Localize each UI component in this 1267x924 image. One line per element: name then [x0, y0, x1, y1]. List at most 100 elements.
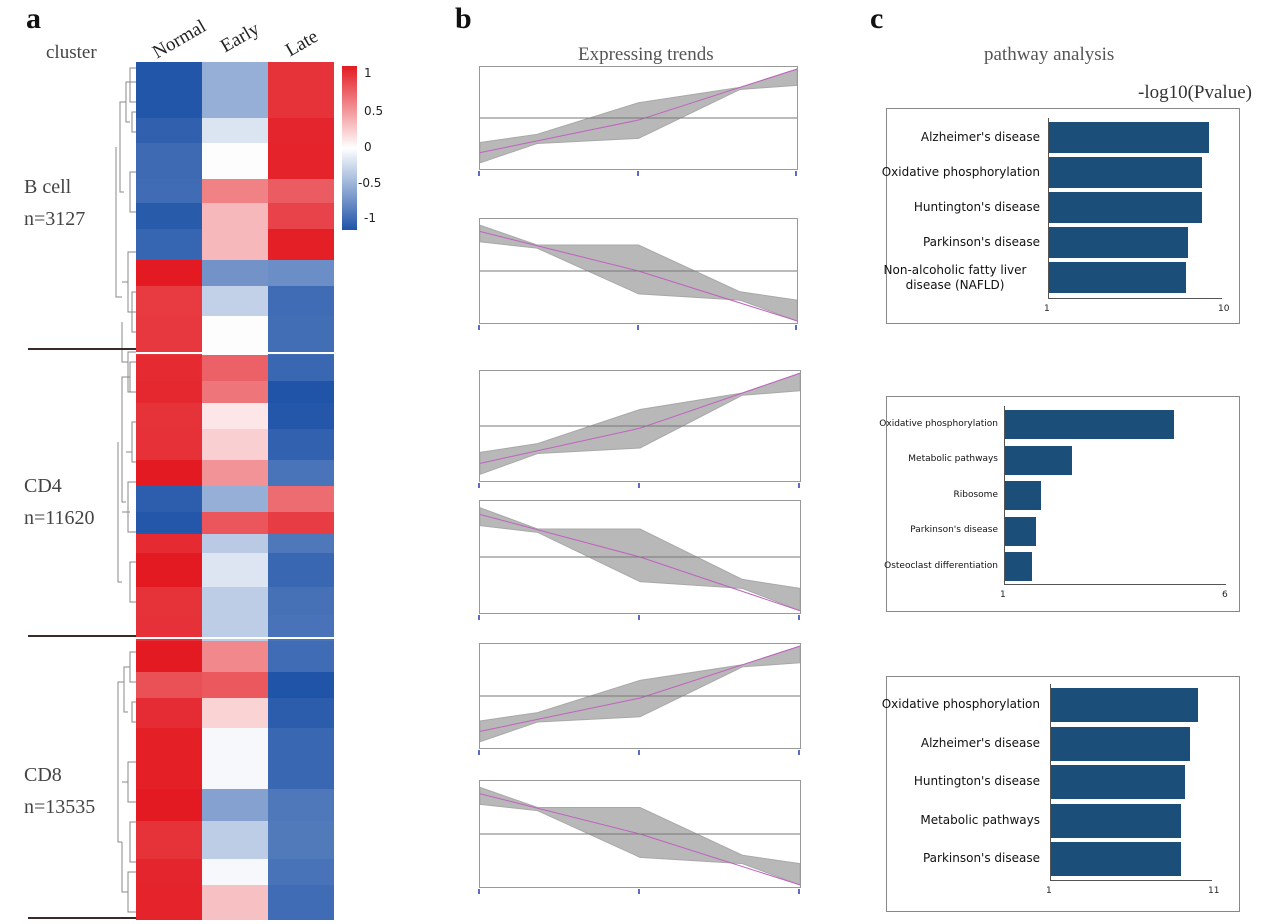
pathway-title: pathway analysis — [984, 44, 1115, 65]
heatmap-cell — [202, 821, 268, 860]
heatmap-cell — [136, 552, 202, 588]
colorbar-tick: 0.5 — [364, 104, 384, 118]
trend-tick — [798, 889, 800, 894]
x-tick-label: 1 — [1046, 886, 1052, 896]
trend-plot — [479, 500, 801, 614]
heatmap-cell — [136, 459, 202, 487]
trend-tick — [478, 483, 480, 488]
heatmap-cell — [268, 203, 334, 230]
heatmap-cell — [202, 259, 268, 287]
heatmap-cell — [136, 228, 202, 261]
heatmap-cell — [136, 788, 202, 822]
heatmap-cell — [202, 788, 268, 822]
heatmap-cell — [202, 62, 268, 119]
heatmap-cell — [268, 403, 334, 430]
heatmap-cell — [136, 641, 202, 673]
trend-tick — [795, 325, 797, 330]
pathway-bar — [1051, 803, 1181, 838]
heatmap-cell — [202, 203, 268, 230]
trends-title: Expressing trends — [578, 44, 714, 65]
heatmap-cell — [202, 316, 268, 356]
heatmap-cell — [268, 586, 334, 616]
heatmap-cell — [202, 728, 268, 790]
cluster-separator — [28, 635, 136, 637]
cluster-label-cd8: CD8 n=13535 — [24, 759, 95, 823]
pathway-label: Non-alcoholic fatty liver disease (NAFLD… — [883, 263, 1027, 292]
heatmap-cell — [202, 512, 268, 535]
pathway-bar — [1005, 552, 1032, 581]
cluster-count: n=13535 — [24, 796, 96, 818]
pathway-label: Alzheimer's disease — [920, 735, 1040, 750]
heatmap-cell — [268, 728, 334, 790]
heatmap-cell — [202, 179, 268, 204]
heatmap-cell — [268, 354, 334, 382]
trend-plot — [479, 780, 801, 888]
heatmap-cell — [268, 62, 334, 119]
heatmap-cell — [136, 62, 202, 119]
heatmap-cell — [136, 203, 202, 230]
cluster-header: cluster — [46, 42, 97, 63]
heatmap-cell — [202, 884, 268, 921]
heatmap-cell — [268, 552, 334, 588]
cluster-label-bcell: B cell n=3127 — [24, 171, 85, 235]
heatmap-cell — [268, 534, 334, 554]
x-tick-label: 11 — [1208, 886, 1220, 896]
cluster-name: CD8 — [24, 764, 62, 786]
pathway-label: Parkinson's disease — [922, 234, 1040, 249]
heatmap-cell — [268, 821, 334, 860]
pathway-label: Alzheimer's disease — [920, 129, 1040, 144]
heatmap-cell — [202, 552, 268, 588]
pathway-bar — [1049, 227, 1189, 258]
trend-tick — [798, 615, 800, 620]
x-axis-line — [1004, 584, 1226, 585]
heatmap-cell — [268, 884, 334, 921]
heatmap-cell — [268, 459, 334, 487]
axis-title: -log10(Pvalue) — [1138, 82, 1252, 103]
trend-plot — [479, 370, 801, 482]
trend-band-area — [479, 372, 801, 476]
heatmap-cell — [202, 429, 268, 461]
trend-tick — [478, 325, 480, 330]
heatmap-cell — [136, 316, 202, 356]
heatmap-cell — [202, 228, 268, 261]
heatmap-cell — [202, 641, 268, 673]
heatmap-cell — [268, 859, 334, 886]
pathway-label: Ribosome — [953, 489, 998, 500]
pathway-bar — [1049, 157, 1202, 188]
pathway-label: Parkinson's disease — [922, 851, 1040, 866]
trend-tick — [478, 171, 480, 176]
trend-tick — [636, 325, 639, 330]
column-label-late: Late — [282, 26, 322, 62]
pathway-label: Oxidative phosphorylation — [881, 164, 1040, 179]
x-tick-label: 1 — [1000, 590, 1006, 600]
pathway-label: Huntington's disease — [913, 199, 1040, 214]
cluster-separator — [28, 348, 136, 350]
heatmap-cell — [268, 671, 334, 699]
heatmap-cell — [136, 485, 202, 513]
heatmap-cell — [268, 485, 334, 513]
cluster-label-cd4: CD4 n=11620 — [24, 470, 95, 534]
trend-tick — [636, 171, 639, 176]
heatmap-cell — [136, 586, 202, 616]
heatmap-cell — [268, 641, 334, 673]
pathway-label: Osteoclast differentiation — [884, 560, 998, 571]
heatmap-cell — [268, 228, 334, 261]
heatmap-cell — [136, 821, 202, 860]
heatmap-cell — [202, 403, 268, 430]
cluster-gap — [136, 351, 334, 354]
heatmap-cell — [268, 788, 334, 822]
heatmap-cell — [202, 354, 268, 382]
trend-band-area — [479, 645, 801, 743]
panel-letter-c: c — [870, 2, 884, 35]
heatmap-cell — [202, 142, 268, 180]
y-axis-line — [1050, 684, 1051, 880]
dendrogram — [115, 67, 136, 913]
trend-plot — [479, 66, 798, 170]
heatmap-cell — [136, 534, 202, 554]
heatmap-cell — [202, 485, 268, 513]
heatmap-cell — [202, 380, 268, 404]
y-axis-line — [1004, 406, 1005, 584]
pathway-bar — [1051, 726, 1191, 761]
heatmap-cell — [136, 179, 202, 204]
